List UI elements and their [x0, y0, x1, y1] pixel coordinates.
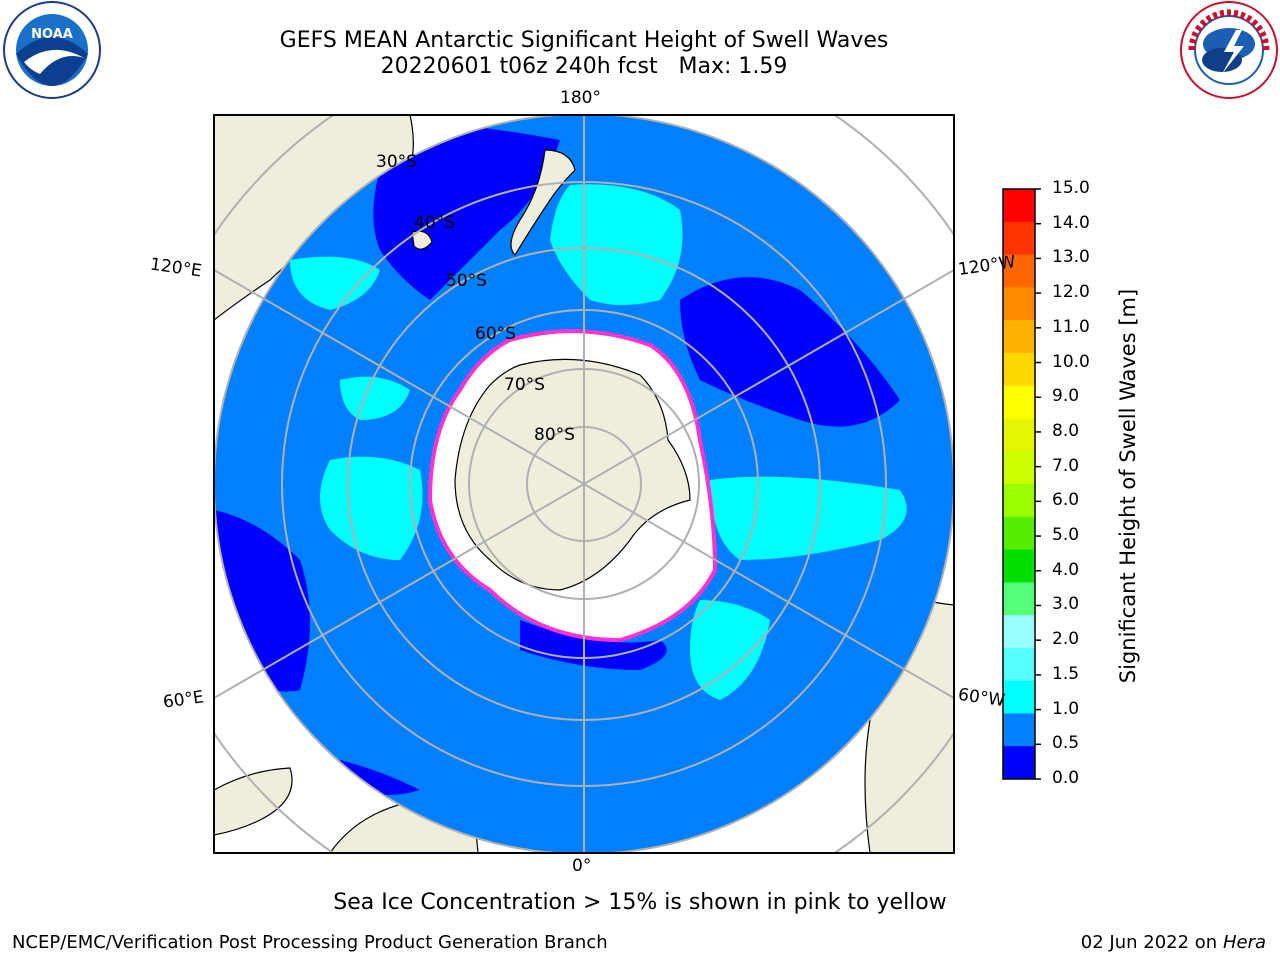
colorbar-bin [1003, 254, 1035, 288]
swell-low-region [680, 277, 900, 427]
swell-mid-region [320, 456, 423, 560]
colorbar-tick-label: 9.0 [1052, 386, 1080, 407]
colorbar-bin [1003, 746, 1035, 780]
colorbar-bin [1003, 221, 1035, 256]
colorbar-bin [1003, 451, 1035, 485]
machine-name: Hera [1222, 932, 1266, 953]
longitude-gridlines [214, 115, 954, 853]
colorbar [1003, 188, 1041, 780]
colorbar-bin [1003, 418, 1035, 452]
colorbar-tick-label: 10.0 [1052, 351, 1090, 372]
colorbar-tick-label: 4.0 [1052, 559, 1080, 580]
colorbar-bin [1003, 385, 1035, 419]
colorbar-tick-label: 1.0 [1052, 698, 1080, 719]
colorbar-bin [1003, 549, 1035, 583]
colorbar-tick-label: 3.0 [1052, 594, 1080, 615]
swell-mid-region [710, 476, 907, 560]
swell-mid-region [290, 256, 380, 310]
credit-text: NCEP/EMC/Verification Post Processing Pr… [12, 932, 608, 953]
swell-low-region [373, 120, 560, 300]
nws-logo [1180, 1, 1278, 99]
colorbar-bin [1003, 287, 1035, 321]
colorbar-bin [1003, 516, 1035, 551]
lat-label-50s: 50°S [446, 271, 487, 291]
chart-title: GEFS MEAN Antarctic Significant Height o… [279, 28, 889, 53]
colorbar-bin [1003, 680, 1035, 714]
colorbar-tick-label: 6.0 [1052, 490, 1080, 511]
colorbar-tick-label: 5.0 [1052, 525, 1080, 546]
colorbar-tick-label: 11.0 [1052, 316, 1090, 337]
lat-label-40s: 40°S [414, 213, 455, 233]
noaa-logo: NOAA [3, 1, 101, 99]
land-africa-corner [214, 767, 293, 836]
colorbar-tick-label: 14.0 [1052, 212, 1090, 233]
date-stamp: 02 Jun 2022 on Hera [1081, 932, 1266, 953]
colorbar-bin [1003, 647, 1035, 682]
swell-mid-region [340, 376, 410, 420]
colorbar-bin [1003, 189, 1035, 223]
colorbar-bin [1003, 484, 1035, 518]
colorbar-tick-label: 12.0 [1052, 282, 1090, 303]
svg-text:NOAA: NOAA [31, 27, 73, 42]
land-tasmania [411, 230, 433, 250]
swell-mid-region [690, 600, 770, 700]
colorbar-tick-label: 15.0 [1052, 178, 1090, 198]
date-text: 02 Jun 2022 on [1080, 932, 1218, 953]
colorbar-bin [1003, 713, 1035, 747]
colorbar-tick-label: 2.0 [1052, 629, 1080, 650]
colorbar-tick-label: 0.5 [1052, 733, 1080, 754]
colorbar-bin [1003, 615, 1035, 649]
colorbar-tick-label: 0.0 [1052, 768, 1080, 788]
chart-subtitle: 20220601 t06z 240h fcst Max: 1.59 [380, 54, 788, 79]
colorbar-bin [1003, 352, 1035, 387]
colorbar-tick-label: 8.0 [1052, 420, 1080, 441]
map-area [214, 115, 954, 853]
colorbar-tick-label: 13.0 [1052, 247, 1090, 268]
lon-label-0: 0° [572, 856, 592, 876]
lat-label-60s: 60°S [475, 324, 516, 344]
colorbar-bin [1003, 582, 1035, 616]
colorbar-bin [1003, 320, 1035, 354]
sea-ice-note: Sea Ice Concentration > 15% is shown in … [333, 890, 947, 915]
lat-label-80s: 80°S [534, 425, 575, 445]
land-antarctica [454, 358, 691, 591]
colorbar-label: Significant Height of Swell Waves [m] [1116, 288, 1140, 684]
land-new-zealand [510, 149, 576, 256]
colorbar-tick-label: 1.5 [1052, 663, 1080, 684]
lat-label-70s: 70°S [504, 375, 545, 395]
colorbar-tick-label: 7.0 [1052, 455, 1080, 476]
lon-label-180: 180° [560, 88, 601, 108]
map-border [213, 114, 955, 854]
lat-label-30s: 30°S [376, 152, 417, 172]
